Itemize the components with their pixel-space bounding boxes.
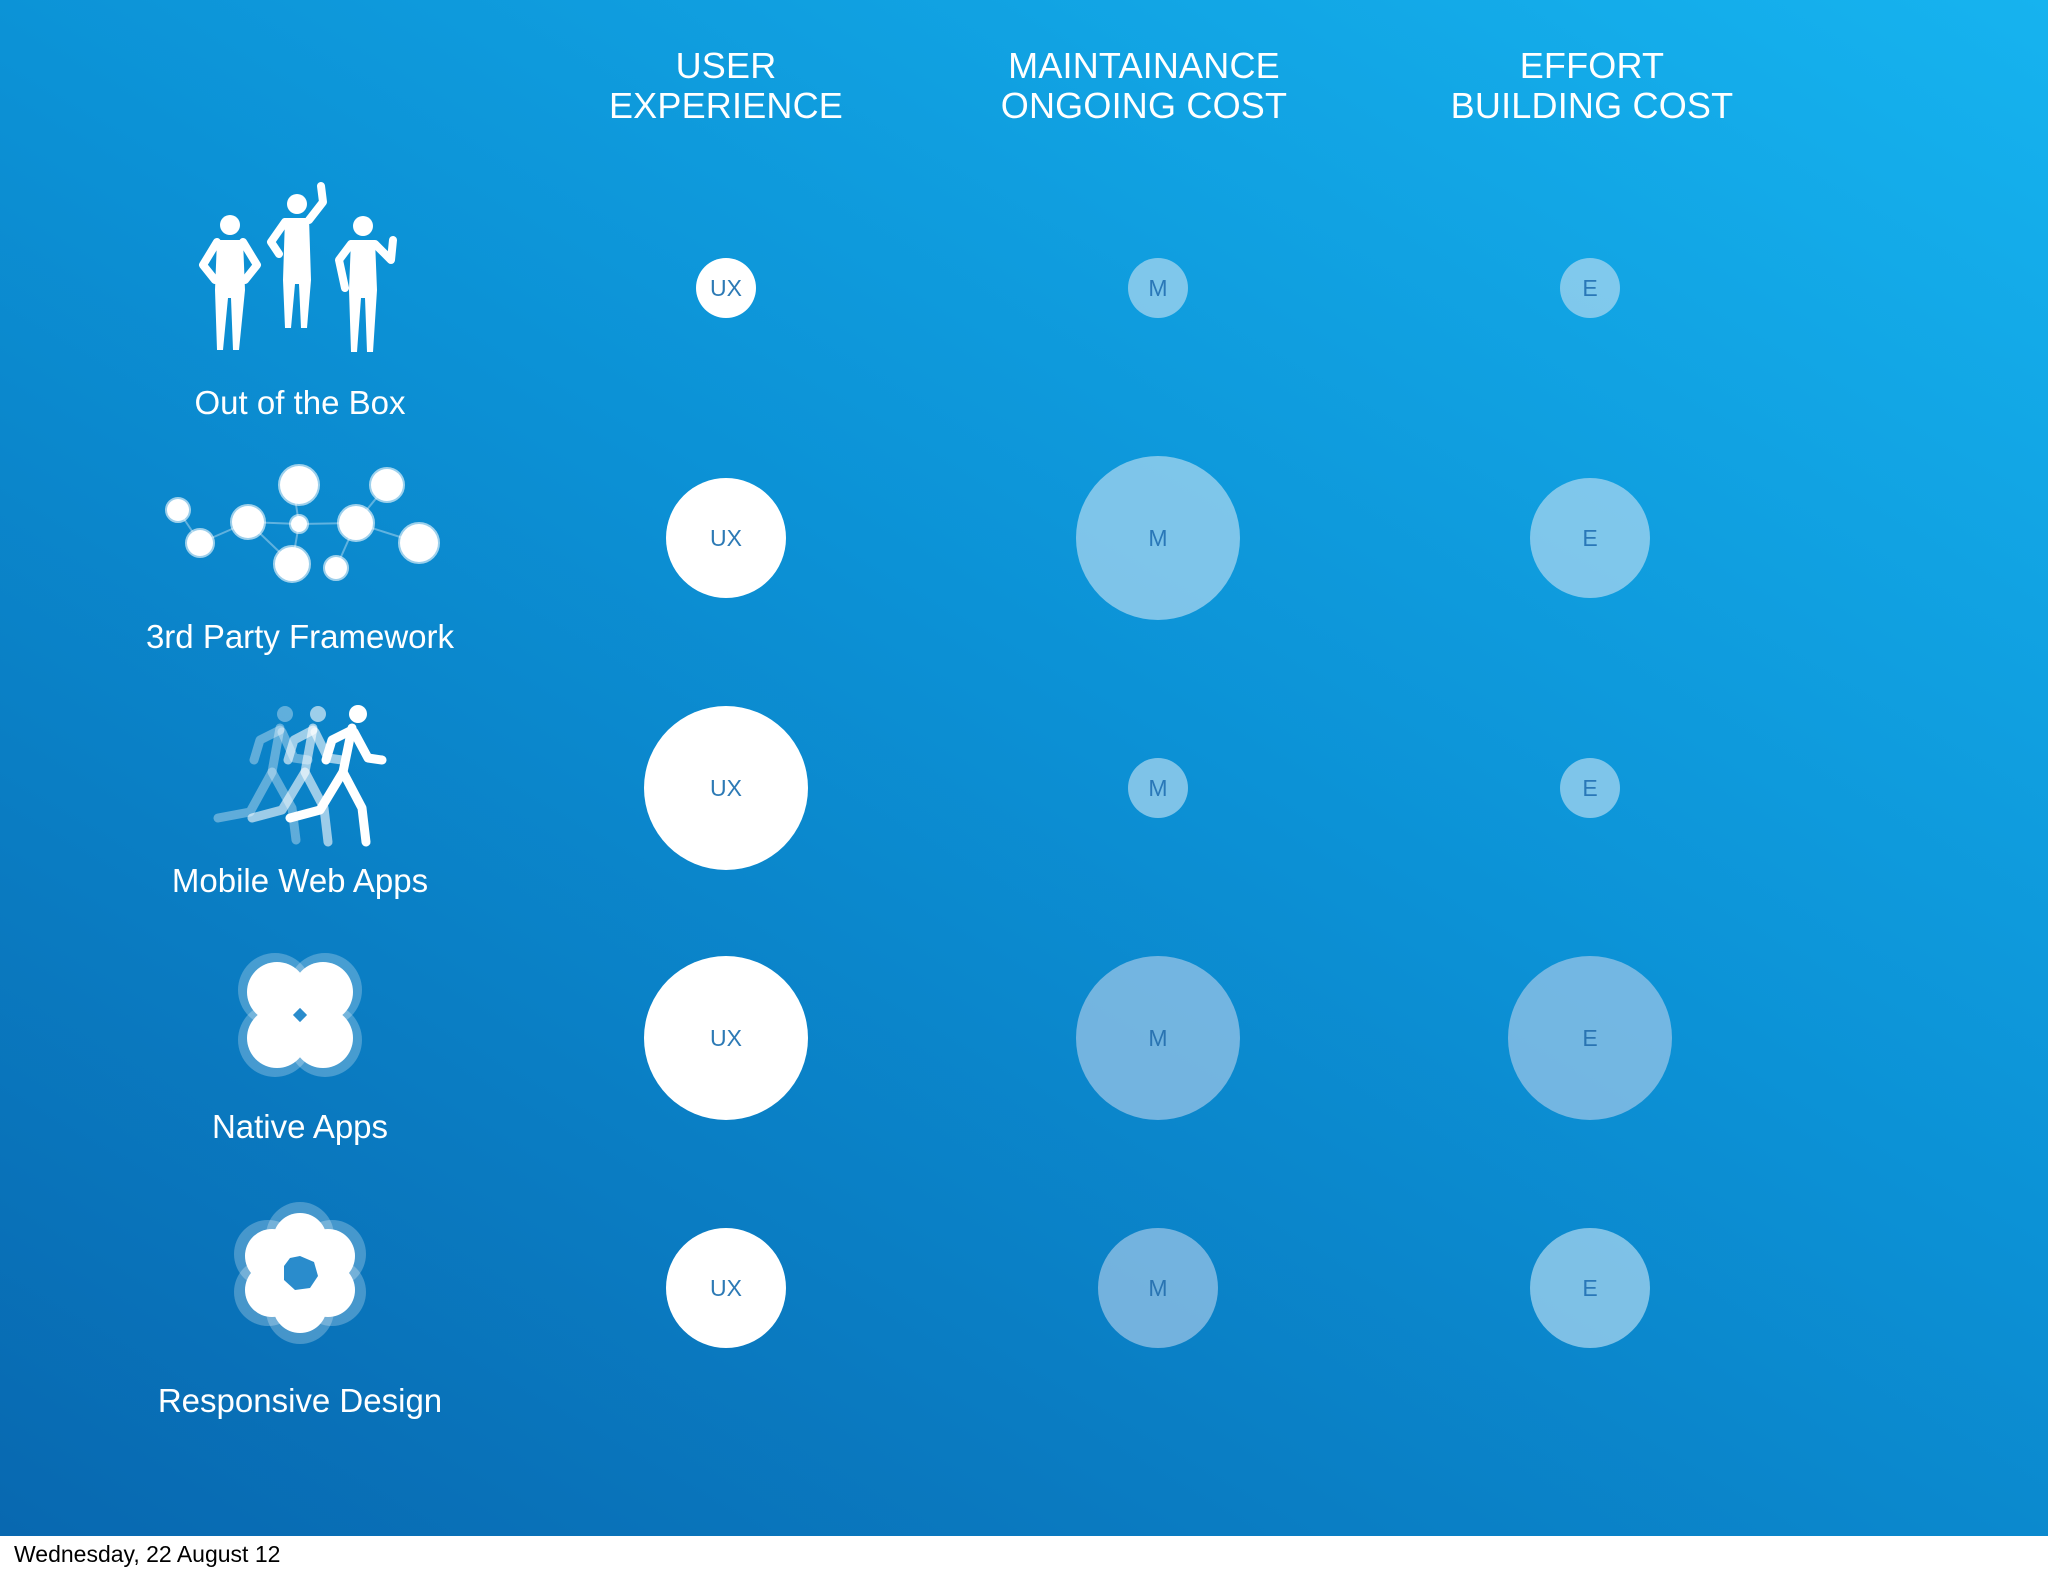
people-icon <box>199 182 397 352</box>
column-header-user-experience: USER EXPERIENCE <box>516 46 936 126</box>
network-nodes-icon <box>165 464 440 583</box>
column-header-maintenance: MAINTAINANCE ONGOING COST <box>934 46 1354 126</box>
slide: USER EXPERIENCE MAINTAINANCE ONGOING COS… <box>0 0 2048 1536</box>
row-label-out-of-the-box: Out of the Box <box>194 384 406 421</box>
bubble-m: M <box>1098 1228 1218 1348</box>
bubble-e: E <box>1508 956 1672 1120</box>
row-label-responsive-design: Responsive Design <box>157 1382 443 1419</box>
bubble-e: E <box>1530 478 1650 598</box>
bubble-e: E <box>1530 1228 1650 1348</box>
column-header-line2: BUILDING COST <box>1450 85 1734 126</box>
bubble-e: E <box>1560 758 1620 818</box>
footer-date: Wednesday, 22 August 12 <box>14 1541 281 1567</box>
column-header-line2: ONGOING COST <box>1000 85 1288 126</box>
bubble-m: M <box>1128 758 1188 818</box>
bubble-m: M <box>1076 456 1240 620</box>
six-lobe-flower-icon <box>234 1202 366 1344</box>
bubble-m: M <box>1128 258 1188 318</box>
column-header-line2: EXPERIENCE <box>608 85 844 126</box>
bubble-ux: UX <box>666 1228 786 1348</box>
column-header-line1: MAINTAINANCE <box>1008 45 1280 86</box>
column-header-line1: EFFORT <box>1519 45 1665 86</box>
column-header-line1: USER <box>675 45 777 86</box>
bubble-ux: UX <box>644 956 808 1120</box>
row-label-3rd-party-framework: 3rd Party Framework <box>145 618 455 655</box>
column-header-effort: EFFORT BUILDING COST <box>1382 46 1802 126</box>
bubble-ux: UX <box>644 706 808 870</box>
four-lobe-flower-icon <box>238 953 362 1077</box>
row-label-mobile-web-apps: Mobile Web Apps <box>171 862 429 899</box>
bubble-ux: UX <box>666 478 786 598</box>
row-label-native-apps: Native Apps <box>211 1108 389 1145</box>
running-people-icon <box>213 705 387 847</box>
bubble-e: E <box>1560 258 1620 318</box>
bubble-ux: UX <box>696 258 756 318</box>
bubble-m: M <box>1076 956 1240 1120</box>
